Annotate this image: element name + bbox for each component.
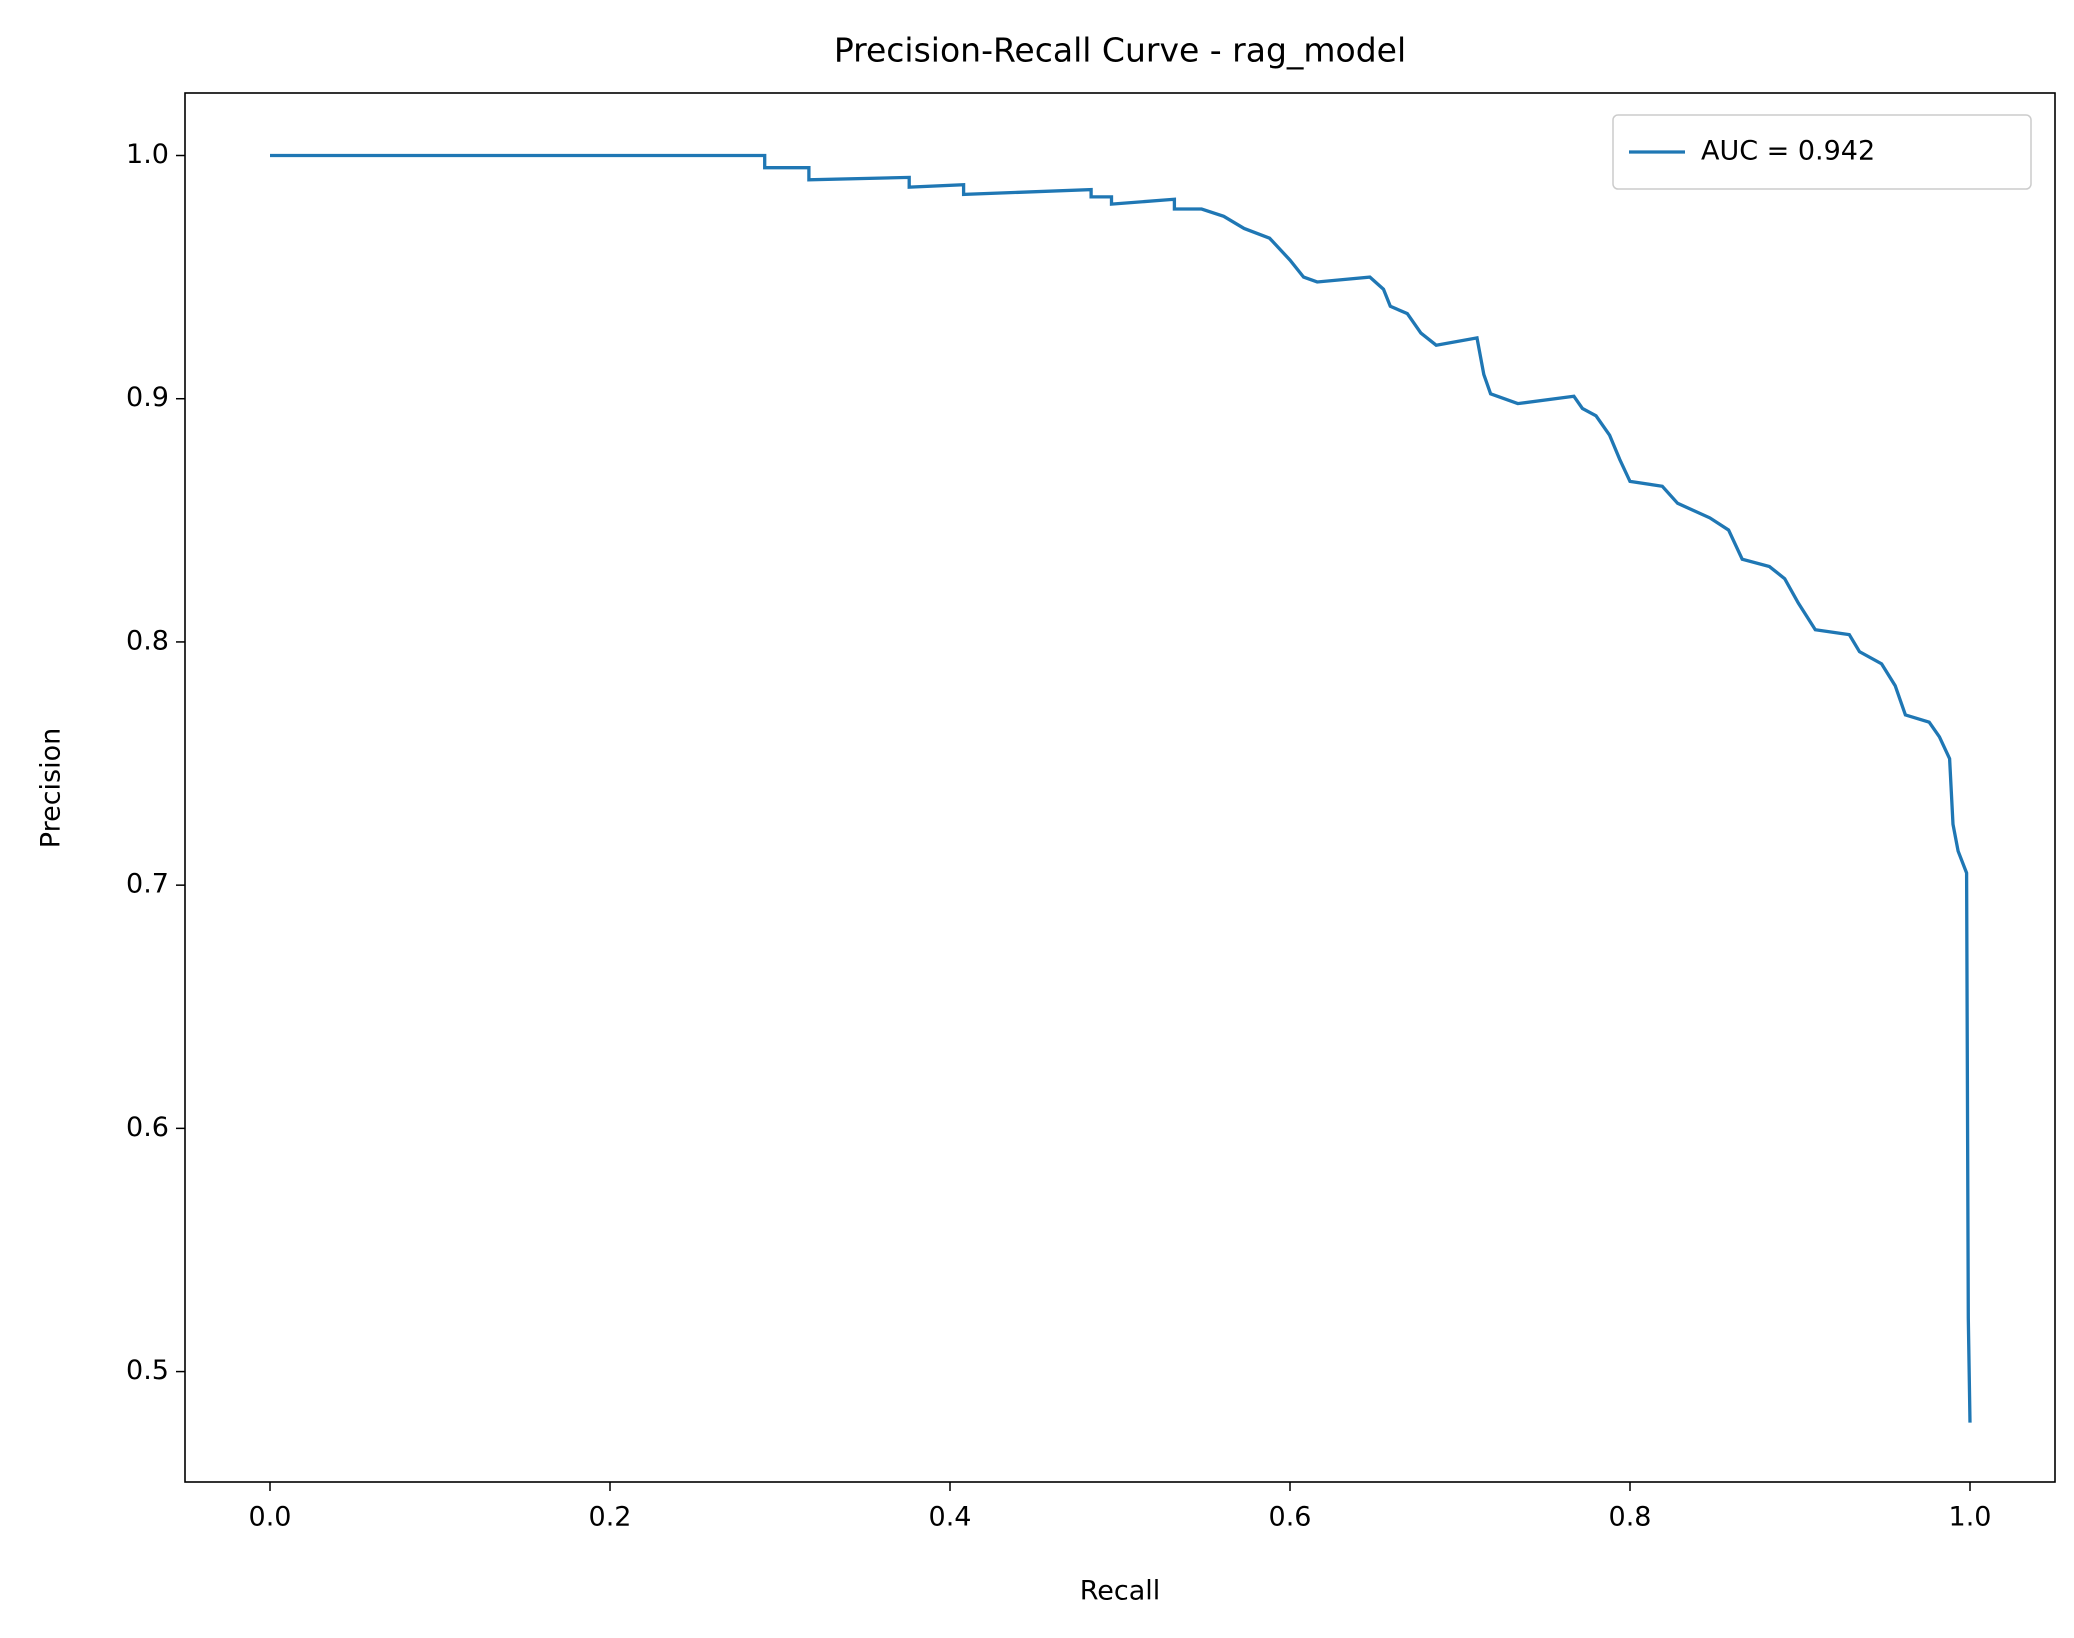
y-axis-label: Precision bbox=[36, 728, 67, 848]
y-tick-label: 0.5 bbox=[126, 1355, 169, 1386]
x-tick-label: 0.0 bbox=[249, 1502, 292, 1533]
plot-frame bbox=[184, 92, 2056, 1483]
y-tick-label: 0.9 bbox=[126, 382, 169, 413]
y-tick-label: 0.7 bbox=[126, 869, 169, 900]
legend-label: AUC = 0.942 bbox=[1701, 136, 1875, 167]
x-tick-label: 0.4 bbox=[929, 1502, 972, 1533]
y-tick-label: 0.8 bbox=[126, 625, 169, 656]
x-tick-label: 1.0 bbox=[1949, 1502, 1992, 1533]
series-line bbox=[270, 153, 1972, 1423]
legend-box bbox=[1612, 114, 2032, 190]
x-axis-label: Recall bbox=[1080, 1576, 1161, 1607]
x-tick-label: 0.6 bbox=[1269, 1502, 1312, 1533]
x-tick-label: 0.2 bbox=[589, 1502, 632, 1533]
chart-title: Precision-Recall Curve - rag_model bbox=[834, 31, 1406, 70]
x-tick-label: 0.8 bbox=[1609, 1502, 1652, 1533]
y-tick-label: 1.0 bbox=[126, 139, 169, 170]
y-tick-label: 0.6 bbox=[126, 1112, 169, 1143]
